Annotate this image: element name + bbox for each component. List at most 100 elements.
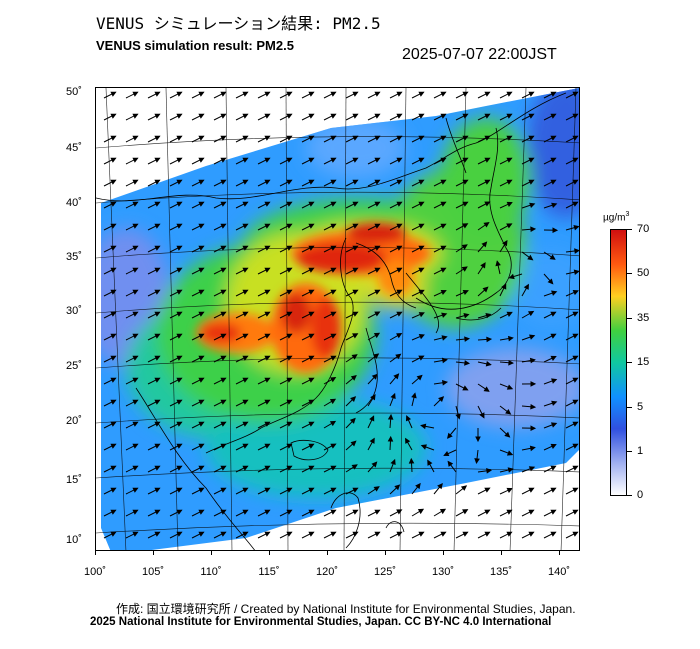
wind-arrow-head bbox=[110, 245, 117, 251]
lon-label: 130˚ bbox=[431, 566, 455, 578]
lat-label: 30˚ bbox=[66, 305, 82, 317]
wind-arrow-head bbox=[351, 464, 358, 470]
wind-arrow-head bbox=[242, 443, 249, 449]
axis-tick bbox=[385, 551, 386, 555]
wind-arrow-head bbox=[286, 333, 293, 339]
wind-arrow-head bbox=[198, 465, 205, 471]
wind-arrow-head bbox=[330, 179, 337, 185]
wind-arrow-head bbox=[132, 179, 139, 185]
wind-arrow-head bbox=[308, 91, 315, 97]
copyright-line: 2025 National Institute for Environmenta… bbox=[90, 616, 552, 628]
wind-arrow-head bbox=[154, 487, 161, 493]
wind-arrow-head bbox=[352, 531, 359, 537]
pm25-map bbox=[96, 88, 579, 550]
wind-arrow-head bbox=[572, 157, 579, 163]
wind-arrow-head bbox=[220, 311, 227, 317]
wind-arrow-head bbox=[329, 398, 337, 405]
wind-arrow-head bbox=[351, 354, 358, 360]
wind-arrow-head bbox=[132, 509, 139, 515]
wind-arrow-head bbox=[242, 135, 249, 141]
wind-arrow-head bbox=[462, 223, 469, 229]
wind-arrow-head bbox=[529, 357, 536, 364]
wind-arrow-head bbox=[110, 443, 117, 449]
wind-arrow-head bbox=[330, 135, 337, 141]
lat-label: 20˚ bbox=[66, 415, 82, 427]
wind-arrow-head bbox=[132, 267, 139, 273]
wind-arrow-head bbox=[550, 355, 557, 361]
wind-arrow-head bbox=[549, 254, 556, 260]
wind-arrow-head bbox=[110, 91, 117, 97]
wind-arrow-head bbox=[572, 289, 579, 296]
wind-arrow-head bbox=[573, 224, 579, 231]
wind-arrow-head bbox=[506, 91, 513, 97]
wind-arrow-head bbox=[264, 465, 271, 471]
wind-arrow-head bbox=[308, 399, 315, 405]
wind-arrow-head bbox=[176, 531, 183, 537]
wind-arrow-head bbox=[352, 509, 359, 515]
wind-arrow-head bbox=[242, 223, 249, 229]
wind-arrow-head bbox=[264, 289, 271, 295]
wind-arrow-head bbox=[330, 443, 337, 449]
wind-arrow-head bbox=[198, 157, 205, 163]
wind-arrow-head bbox=[390, 392, 396, 400]
wind-arrow-head bbox=[530, 381, 537, 387]
lat-label: 45˚ bbox=[66, 142, 82, 154]
wind-arrow-head bbox=[308, 267, 315, 273]
wind-arrow-head bbox=[396, 201, 403, 207]
wind-arrow-head bbox=[198, 399, 205, 405]
wind-arrow-head bbox=[242, 465, 249, 471]
wind-arrow-head bbox=[154, 311, 161, 317]
wind-arrow-head bbox=[418, 334, 425, 340]
wind-arrow-head bbox=[550, 113, 557, 119]
colorbar-label: 50 bbox=[637, 267, 650, 279]
wind-arrow-head bbox=[418, 312, 425, 318]
wind-arrow-head bbox=[264, 487, 271, 493]
wind-arrow-head bbox=[374, 311, 381, 317]
wind-arrow-head bbox=[198, 91, 205, 97]
lat-label: 35˚ bbox=[66, 251, 82, 263]
wind-arrow-head bbox=[484, 179, 491, 185]
wind-arrow-head bbox=[506, 450, 514, 456]
wind-arrow-head bbox=[462, 91, 469, 97]
wind-arrow-head bbox=[132, 333, 139, 339]
wind-arrow-head bbox=[439, 508, 447, 515]
axis-tick bbox=[269, 551, 270, 555]
wind-arrow-head bbox=[352, 179, 359, 185]
wind-arrow-head bbox=[572, 201, 579, 207]
wind-arrow-head bbox=[286, 487, 293, 493]
wind-arrow-head bbox=[198, 377, 205, 383]
wind-arrow-head bbox=[132, 311, 139, 317]
wind-arrow-head bbox=[373, 332, 381, 339]
wind-arrow-head bbox=[286, 91, 293, 97]
wind-arrow-head bbox=[264, 245, 271, 251]
wind-arrow-head bbox=[446, 432, 453, 439]
wind-arrow-head bbox=[198, 113, 205, 119]
wind-arrow-head bbox=[264, 91, 271, 97]
wind-arrow-head bbox=[330, 531, 337, 537]
wind-arrow-head bbox=[330, 377, 337, 383]
wind-arrow-head bbox=[264, 355, 271, 361]
wind-arrow-head bbox=[154, 509, 161, 515]
wind-arrow-head bbox=[198, 267, 205, 273]
wind-arrow-head bbox=[418, 201, 425, 207]
wind-arrow-head bbox=[572, 135, 579, 141]
wind-arrow-head bbox=[418, 245, 425, 251]
wind-arrow-head bbox=[550, 487, 557, 493]
wind-arrow-head bbox=[330, 509, 337, 515]
wind-arrow-head bbox=[420, 423, 427, 430]
wind-arrow-head bbox=[573, 269, 579, 276]
wind-arrow-head bbox=[551, 202, 558, 209]
wind-arrow-head bbox=[352, 113, 359, 119]
wind-arrow-head bbox=[132, 443, 139, 449]
axis-tick bbox=[443, 551, 444, 555]
wind-arrow-head bbox=[110, 333, 117, 339]
wind-arrow-head bbox=[440, 91, 447, 97]
wind-arrow-head bbox=[242, 509, 249, 515]
wind-arrow-head bbox=[572, 113, 579, 119]
wind-vectors bbox=[103, 91, 579, 539]
wind-arrow-head bbox=[308, 157, 315, 163]
wind-arrow-head bbox=[132, 223, 139, 229]
wind-arrow-head bbox=[506, 531, 513, 537]
lon-label: 110˚ bbox=[200, 566, 222, 578]
chart-title-japanese: VENUS シミュレーション結果: PM2.5 bbox=[96, 14, 381, 33]
